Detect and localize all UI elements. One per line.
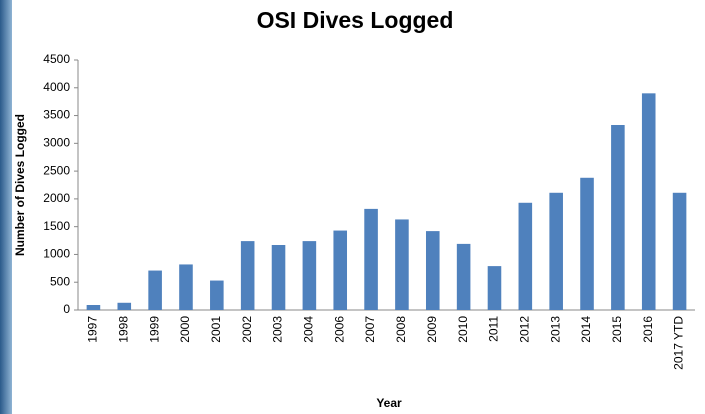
bar (333, 231, 347, 310)
bar (673, 193, 687, 310)
bar (179, 264, 193, 310)
x-tick-label: 2000 (178, 316, 192, 343)
bar (272, 245, 286, 310)
y-tick-label: 0 (63, 302, 70, 316)
bar (457, 244, 471, 310)
x-tick-label: 2012 (517, 316, 531, 343)
x-tick-label: 2013 (548, 316, 562, 343)
bar (580, 178, 594, 310)
bar (364, 209, 378, 310)
y-tick-label: 1500 (43, 219, 70, 233)
y-tick-label: 2000 (43, 191, 70, 205)
x-tick-label: 2014 (579, 316, 593, 343)
x-tick-label: 2001 (209, 316, 223, 343)
x-tick-label: 1997 (86, 316, 100, 343)
bar (426, 231, 440, 310)
x-tick-label: 2004 (302, 316, 316, 343)
bar (395, 219, 409, 310)
bar (117, 303, 131, 310)
x-axis-label: Year (376, 396, 402, 410)
x-tick-label: 2002 (240, 316, 254, 343)
x-tick-label: 2006 (332, 316, 346, 343)
chart-title: OSI Dives Logged (257, 7, 454, 33)
bar (642, 93, 656, 310)
y-tick-label: 1000 (43, 247, 70, 261)
bar (519, 203, 533, 310)
x-tick-label: 2011 (487, 316, 501, 342)
bar (210, 281, 224, 310)
x-tick-label: 1998 (116, 316, 130, 343)
x-tick-label: 2016 (641, 316, 655, 343)
x-tick-label: 2003 (271, 316, 285, 343)
x-tick-label: 2017 YTD (672, 316, 686, 370)
bar (241, 241, 255, 310)
bar (549, 193, 563, 310)
x-tick-label: 2010 (456, 316, 470, 343)
y-tick-label: 2500 (43, 163, 70, 177)
bar (87, 305, 101, 310)
y-tick-label: 4500 (43, 52, 70, 66)
y-tick-label: 4000 (43, 80, 70, 94)
background-strip (0, 0, 12, 414)
x-tick-label: 2015 (610, 316, 624, 343)
x-tick-label: 2007 (363, 316, 377, 343)
y-tick-label: 3500 (43, 108, 70, 122)
bar (488, 266, 502, 310)
y-tick-label: 3000 (43, 136, 70, 150)
x-tick-label: 1999 (147, 316, 161, 343)
bar (303, 241, 317, 310)
bar (611, 125, 625, 310)
x-tick-label: 2008 (394, 316, 408, 343)
x-tick-label: 2009 (425, 316, 439, 343)
chart: OSI Dives Logged Number of Dives Logged … (0, 0, 705, 414)
bar (148, 271, 162, 310)
y-axis-label: Number of Dives Logged (13, 114, 27, 256)
y-tick-label: 500 (50, 274, 70, 288)
